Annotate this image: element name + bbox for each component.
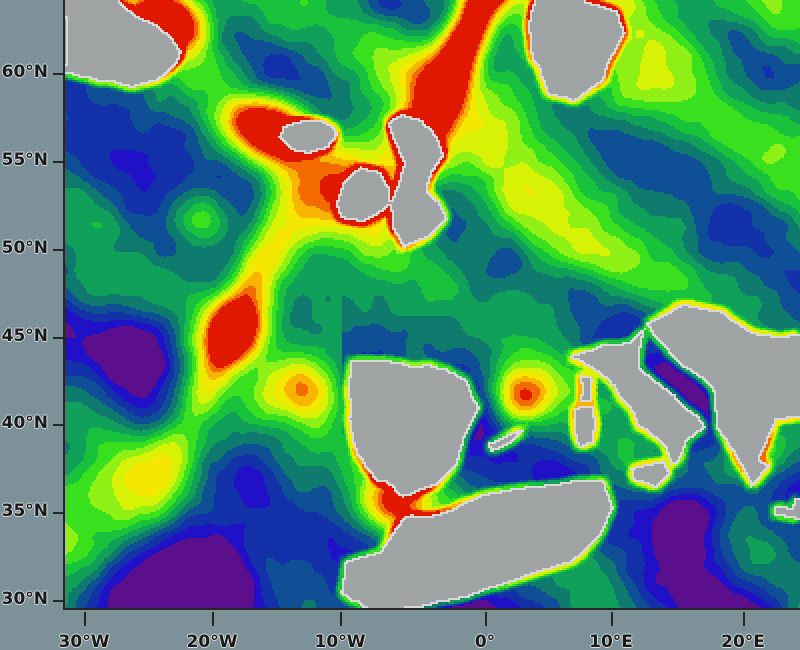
latitude-tick	[53, 512, 64, 514]
latitude-tick	[53, 249, 64, 251]
longitude-tick	[84, 612, 86, 626]
longitude-tick	[340, 612, 342, 626]
latitude-tick-label: 30°N	[1, 589, 48, 609]
longitude-tick-label: 20°W	[186, 632, 238, 650]
latitude-tick	[53, 161, 64, 163]
latitude-tick	[53, 424, 64, 426]
latitude-tick	[53, 337, 64, 339]
longitude-tick-label: 10°E	[589, 632, 633, 650]
latitude-tick-label: 55°N	[1, 150, 48, 170]
longitude-tick-label: 10°W	[314, 632, 366, 650]
longitude-tick-label: 30°W	[58, 632, 110, 650]
latitude-tick	[53, 73, 64, 75]
latitude-tick-label: 50°N	[1, 238, 48, 258]
contour-field-canvas	[64, 0, 800, 610]
longitude-tick-label: 0°	[474, 632, 496, 650]
longitude-tick	[485, 612, 487, 626]
longitude-tick	[212, 612, 214, 626]
latitude-tick-label: 60°N	[1, 62, 48, 82]
latitude-tick-label: 35°N	[1, 501, 48, 521]
longitude-tick	[743, 612, 745, 626]
longitude-tick-label: 20°E	[721, 632, 765, 650]
latitude-tick-label: 45°N	[1, 326, 48, 346]
map-plot-area[interactable]	[64, 0, 800, 610]
longitude-tick	[611, 612, 613, 626]
latitude-tick-label: 40°N	[1, 413, 48, 433]
latitude-tick	[53, 600, 64, 602]
